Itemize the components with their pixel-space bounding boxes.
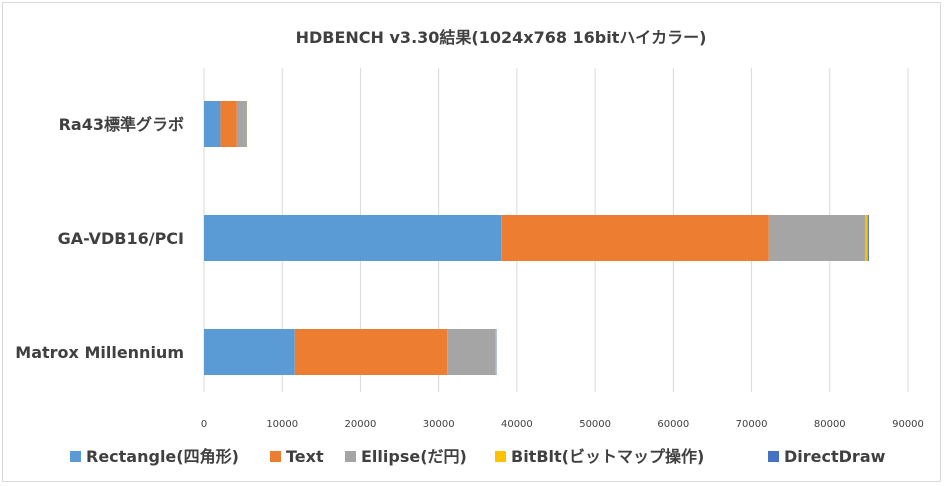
legend-item-3: BitBlt(ビットマップ操作) [495,447,704,466]
legend-swatch [70,451,81,462]
legend-swatch [768,451,779,462]
bar-segment-text-1 [501,215,769,261]
legend-swatch [495,451,506,462]
bars [204,101,869,375]
chart-title: HDBENCH v3.30結果(1024x768 16bitハイカラー) [296,28,707,47]
legend-label: BitBlt(ビットマップ操作) [511,447,704,466]
category-labels: Ra43標準グラボ GA-VDB16/PCI Matrox Millennium [15,115,184,362]
legend-label: DirectDraw [784,447,886,466]
x-tick-label: 20000 [345,419,377,430]
x-tick-label: 90000 [892,419,924,430]
x-tick-label: 40000 [501,419,533,430]
legend-item-4: DirectDraw [768,447,886,466]
bar-segment-text-0 [220,101,237,147]
bar-segment-rectangle-2 [204,329,295,375]
bar-segment-rectangle-1 [204,215,502,261]
category-label-2: Matrox Millennium [15,343,184,362]
legend-label: Text [286,447,324,466]
x-tick-label: 80000 [814,419,846,430]
bar-segment-directdraw-1 [867,215,869,261]
legend-swatch [345,451,356,462]
bar-segment-text-2 [294,329,448,375]
x-tick-label: 10000 [266,419,298,430]
legend-swatch [270,451,281,462]
legend-item-1: Text [270,447,324,466]
bar-segment-ellipse-0 [236,101,247,147]
bar-segment-rectangle-0 [204,101,221,147]
x-tick-label: 30000 [423,419,455,430]
x-tick-label: 50000 [579,419,611,430]
x-tick-label: 70000 [736,419,768,430]
legend-label: Ellipse(だ円) [361,447,467,466]
bar-segment-bitblt-1 [864,215,868,261]
x-tick-labels: 0 10000 20000 30000 40000 50000 60000 70000 8000… [201,419,924,430]
category-label-1: GA-VDB16/PCI [58,229,184,248]
category-label-0: Ra43標準グラボ [59,115,184,134]
legend-item-0: Rectangle(四角形) [70,447,239,466]
x-tick-label: 0 [201,419,207,430]
legend-item-2: Ellipse(だ円) [345,447,467,466]
bar-segment-ellipse-1 [768,215,865,261]
bar-segment-ellipse-2 [447,329,496,375]
legend: Rectangle(四角形) Text Ellipse(だ円) BitBlt(ビットマ… [70,447,886,466]
legend-label: Rectangle(四角形) [86,447,239,466]
x-tick-label: 60000 [657,419,689,430]
